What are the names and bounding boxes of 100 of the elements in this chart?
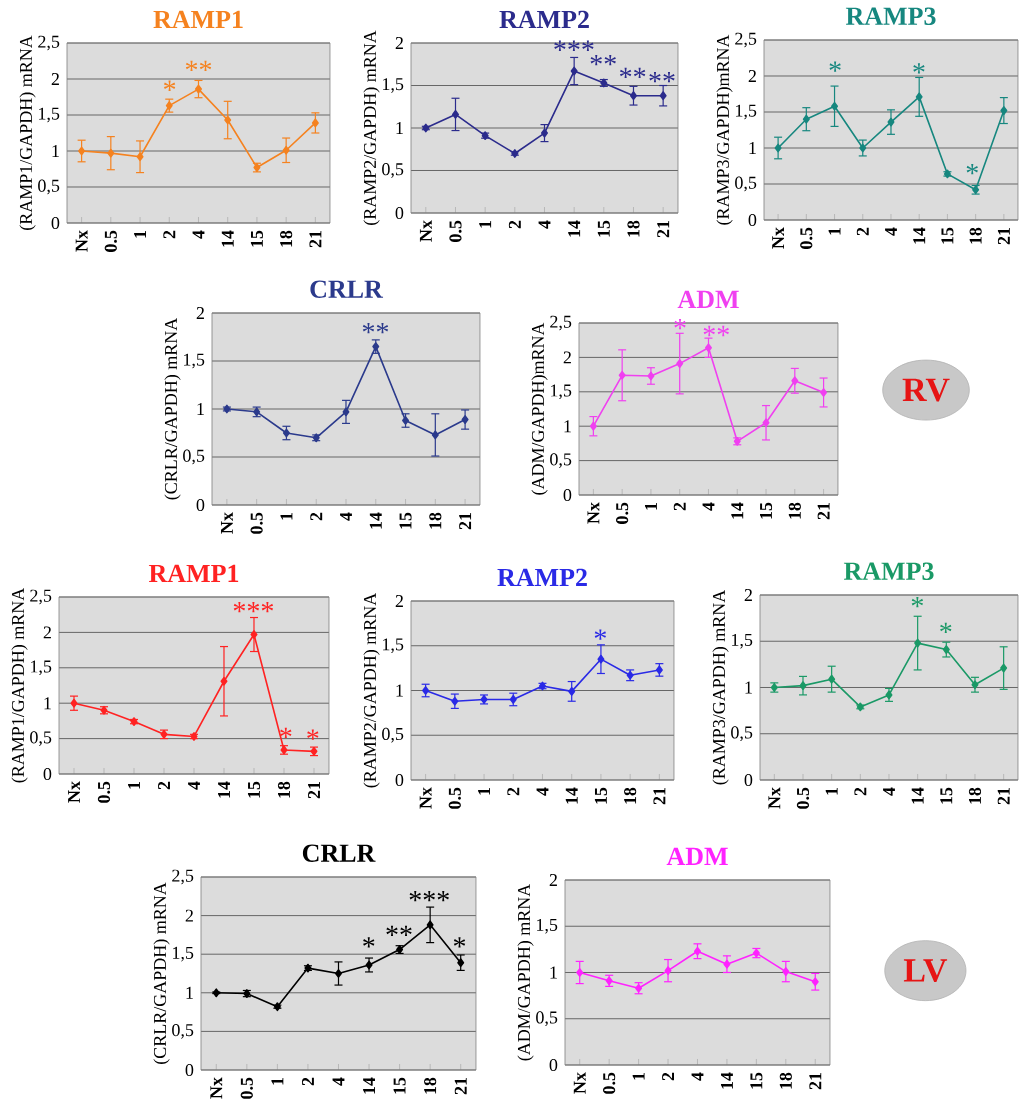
y-tick-label: 0 (185, 1063, 194, 1077)
x-tick-label: 0.5 (240, 1077, 253, 1099)
x-tick-label: 1 (632, 1073, 645, 1080)
point (774, 143, 782, 153)
chart-title: ADM (677, 290, 739, 308)
point (693, 946, 701, 956)
chart-title: ADM (666, 847, 728, 865)
point (647, 371, 655, 381)
annotation: * (911, 596, 924, 608)
point (451, 110, 459, 119)
x-tick-label: 0.5 (250, 512, 263, 534)
y-tick-label: 0,5 (183, 449, 205, 465)
x-tick-label: 0.5 (449, 220, 462, 242)
x-tick-label: 1 (280, 513, 293, 520)
point (811, 977, 819, 987)
y-tick-label: 1 (564, 420, 571, 433)
y-tick-label: 1,5 (537, 918, 558, 934)
point (194, 84, 202, 94)
annotation: * (966, 164, 978, 175)
annotation: * (280, 727, 292, 738)
x-tick-label: 0.5 (448, 787, 461, 809)
x-tick-label: 4 (691, 1072, 704, 1081)
y-tick-label: 0 (748, 213, 757, 227)
chart-title: RAMP3 (843, 562, 934, 580)
x-tick-label: 1 (478, 788, 490, 795)
x-tick-label: 18 (280, 230, 293, 247)
x-tick-label: Nx (220, 512, 233, 534)
annotation: ** (649, 72, 675, 83)
y-tick-label: 1 (749, 142, 756, 154)
x-tick-label: 4 (332, 1077, 345, 1086)
point (212, 988, 220, 998)
point (431, 430, 439, 440)
x-tick-label: 15 (594, 787, 607, 804)
x-tick-label: 18 (969, 227, 982, 244)
y-tick-label: 2,5 (550, 315, 572, 331)
y-tick-label: 2 (185, 909, 193, 922)
y-tick-label: 2 (744, 589, 752, 601)
y-tick-label: 1 (52, 145, 59, 157)
y-tick-label: 0 (43, 767, 52, 781)
x-tick-label: 15 (750, 1072, 763, 1089)
x-tick-label: 21 (459, 513, 472, 530)
y-tick-label: 2 (51, 73, 59, 85)
point (342, 407, 350, 417)
y-tick-label: 1,5 (732, 633, 753, 649)
y-axis-title: (CRLR/GAPDH) mRNA (164, 317, 181, 500)
x-tick-label: 15 (250, 230, 263, 247)
annotation: * (829, 61, 841, 72)
chart-title: RAMP1 (148, 564, 239, 582)
y-tick-label: 2 (196, 307, 204, 319)
x-tick-label: 2 (854, 787, 867, 796)
x-tick-label: Nx (419, 787, 432, 809)
y-tick-label: 0 (744, 773, 753, 787)
x-tick-label: 18 (424, 1077, 437, 1094)
y-tick-label: 0,5 (382, 163, 404, 178)
x-tick-label: 4 (883, 787, 895, 796)
point (659, 91, 667, 101)
x-tick-label: Nx (573, 1072, 586, 1094)
x-tick-label: 18 (429, 512, 442, 529)
x-tick-label: 14 (913, 227, 926, 244)
y-tick-label: 1,5 (39, 107, 60, 123)
y-tick-label: 2,5 (735, 32, 757, 48)
point (831, 101, 839, 111)
y-tick-label: 0 (395, 773, 404, 787)
x-tick-label: 2 (856, 227, 869, 236)
annotation: *** (554, 40, 594, 51)
y-tick-label: 2 (395, 37, 403, 49)
x-tick-label: Nx (587, 502, 600, 524)
annotation: * (307, 729, 319, 740)
x-tick-label: Nx (210, 1077, 223, 1099)
x-tick-label: 21 (309, 231, 322, 248)
y-tick-label: 2,5 (172, 869, 194, 885)
point (589, 421, 597, 431)
point (282, 145, 290, 155)
point (942, 645, 950, 654)
annotation: *** (233, 601, 274, 613)
point (220, 676, 228, 686)
point (107, 148, 115, 158)
point (224, 115, 232, 125)
annotation: *** (409, 890, 449, 902)
x-tick-label: 18 (968, 787, 982, 804)
annotation: * (594, 629, 607, 640)
x-tick-label: Nx (68, 781, 80, 803)
x-tick-label: 4 (188, 781, 200, 790)
x-tick-label: 1 (828, 228, 841, 235)
x-tick-label: 0.5 (97, 781, 111, 803)
y-tick-label: 2 (549, 874, 557, 886)
y-tick-label: 0,5 (731, 726, 753, 742)
chart-title: RAMP2 (499, 10, 589, 28)
y-tick-label: 0,5 (550, 453, 572, 468)
y-tick-label: 1,5 (735, 104, 757, 120)
chart-title: CRLR (310, 280, 384, 298)
point (664, 966, 672, 976)
y-axis-title: (RAMP3/GAPDH) mRNA (712, 589, 729, 785)
x-tick-label: 21 (653, 788, 666, 805)
x-tick-label: Nx (768, 787, 781, 809)
point (426, 920, 434, 930)
point (971, 680, 979, 690)
point (576, 968, 584, 977)
y-tick-label: 1 (44, 697, 51, 710)
x-tick-label: 14 (568, 220, 581, 237)
